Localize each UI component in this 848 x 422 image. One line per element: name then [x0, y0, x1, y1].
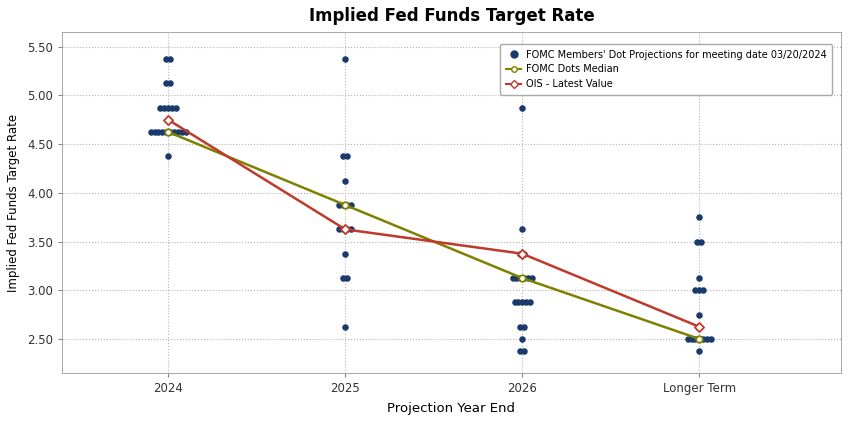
- Point: [159, 129, 173, 135]
- Point: [693, 348, 706, 354]
- Point: [332, 226, 346, 233]
- Point: [689, 335, 702, 342]
- Point: [159, 55, 173, 62]
- Point: [332, 202, 346, 208]
- Point: [344, 202, 358, 208]
- Legend: FOMC Members' Dot Projections for meeting date 03/20/2024, FOMC Dots Median, OIS: FOMC Members' Dot Projections for meetin…: [500, 44, 832, 95]
- Point: [695, 238, 708, 245]
- X-axis label: Projection Year End: Projection Year End: [388, 402, 516, 415]
- Point: [148, 129, 161, 135]
- Point: [696, 335, 710, 342]
- Point: [171, 129, 185, 135]
- Point: [508, 299, 522, 306]
- Point: [693, 275, 706, 281]
- Point: [514, 323, 527, 330]
- Point: [523, 299, 537, 306]
- Point: [155, 129, 169, 135]
- Point: [153, 104, 167, 111]
- Point: [516, 335, 529, 342]
- Point: [520, 299, 533, 306]
- Point: [514, 348, 527, 354]
- Point: [338, 226, 352, 233]
- Point: [337, 202, 350, 208]
- Point: [161, 104, 175, 111]
- Point: [164, 129, 177, 135]
- Point: [161, 116, 175, 123]
- Point: [338, 55, 352, 62]
- Point: [505, 275, 519, 281]
- Point: [337, 275, 350, 281]
- Point: [340, 275, 354, 281]
- Point: [516, 104, 529, 111]
- Point: [514, 275, 527, 281]
- Point: [158, 104, 171, 111]
- Point: [516, 299, 529, 306]
- Point: [340, 202, 354, 208]
- Point: [517, 275, 531, 281]
- Point: [693, 335, 706, 342]
- Point: [340, 153, 354, 160]
- Point: [517, 348, 531, 354]
- Point: [144, 129, 158, 135]
- Point: [522, 275, 535, 281]
- Point: [344, 226, 358, 233]
- Point: [161, 153, 175, 160]
- Point: [705, 335, 718, 342]
- Point: [516, 275, 529, 281]
- Point: [338, 177, 352, 184]
- Point: [693, 335, 706, 342]
- Point: [511, 299, 525, 306]
- Point: [169, 104, 182, 111]
- Point: [689, 287, 702, 294]
- Point: [693, 214, 706, 221]
- Point: [681, 335, 695, 342]
- Point: [693, 323, 706, 330]
- Title: Implied Fed Funds Target Rate: Implied Fed Funds Target Rate: [309, 7, 594, 25]
- Point: [693, 311, 706, 318]
- Point: [696, 287, 710, 294]
- Point: [525, 275, 538, 281]
- Point: [700, 335, 714, 342]
- Point: [175, 129, 188, 135]
- Point: [517, 250, 531, 257]
- Point: [514, 250, 527, 257]
- Point: [516, 250, 529, 257]
- Point: [693, 287, 706, 294]
- Point: [693, 323, 706, 330]
- Point: [159, 80, 173, 87]
- Point: [167, 129, 181, 135]
- Point: [337, 153, 350, 160]
- Point: [152, 129, 165, 135]
- Point: [338, 323, 352, 330]
- Y-axis label: Implied Fed Funds Target Rate: Implied Fed Funds Target Rate: [7, 114, 20, 292]
- Point: [338, 202, 352, 208]
- Point: [510, 275, 523, 281]
- Point: [179, 129, 192, 135]
- Point: [690, 238, 704, 245]
- Point: [340, 226, 354, 233]
- Point: [161, 129, 175, 135]
- Point: [517, 323, 531, 330]
- Point: [164, 80, 177, 87]
- Point: [165, 104, 179, 111]
- Point: [337, 226, 350, 233]
- Point: [685, 335, 699, 342]
- Point: [516, 226, 529, 233]
- Point: [338, 250, 352, 257]
- Point: [164, 55, 177, 62]
